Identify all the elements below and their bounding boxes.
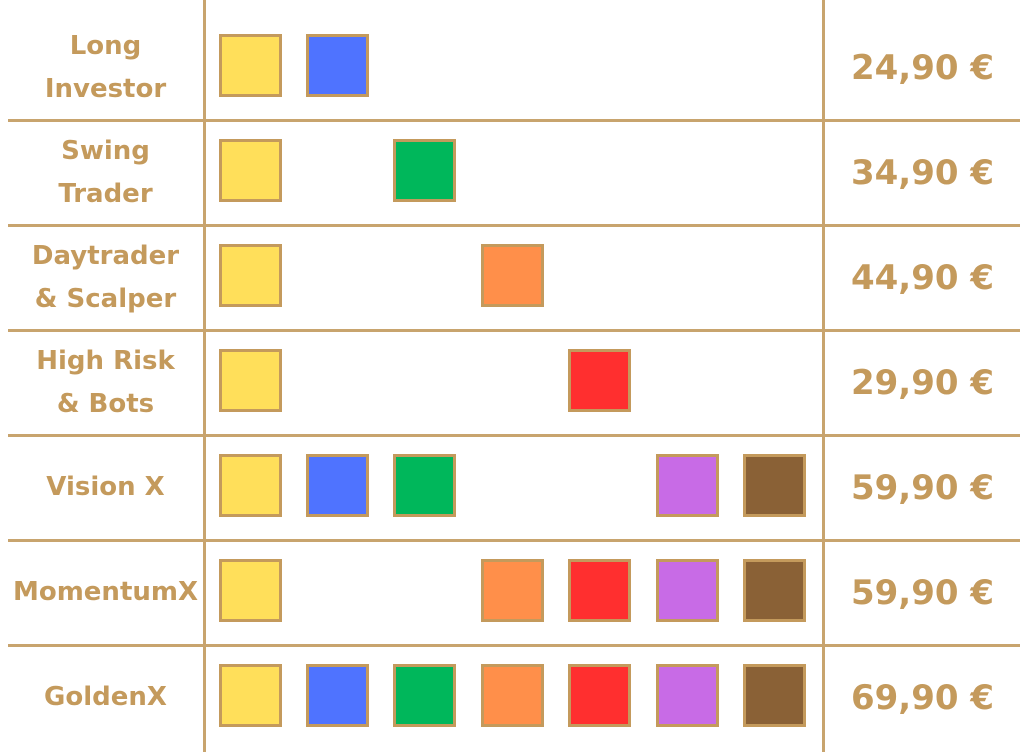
swatch-red [568, 664, 631, 727]
table-row: GoldenX 69,90 € [8, 645, 1020, 750]
plan-label: Long Investor [44, 30, 167, 104]
table-row: MomentumX 59,90 € [8, 540, 1020, 647]
swatch-blue [306, 34, 369, 97]
plan-price: 59,90 € [850, 467, 995, 508]
swatch-yellow [219, 349, 282, 412]
swatch-blue [306, 454, 369, 517]
swatch-orange [481, 244, 544, 307]
plan-price: 44,90 € [850, 257, 995, 298]
swatch-red [568, 559, 631, 622]
swatch-orange [481, 664, 544, 727]
plan-price: 24,90 € [850, 47, 995, 88]
swatch-purple [656, 454, 719, 517]
swatch-green [393, 454, 456, 517]
plan-label: Vision X [46, 472, 165, 502]
row-divider [8, 434, 1020, 437]
table-row: Long Investor 24,90 € [8, 15, 1020, 122]
row-divider [8, 644, 1020, 647]
plan-label: GoldenX [44, 682, 167, 712]
swatch-yellow [219, 454, 282, 517]
row-divider [8, 539, 1020, 542]
left-column-divider [203, 0, 206, 752]
swatch-red [568, 349, 631, 412]
right-column-divider [822, 0, 825, 752]
swatch-purple [656, 559, 719, 622]
swatch-brown [743, 559, 806, 622]
swatch-yellow [219, 34, 282, 97]
row-divider [8, 329, 1020, 332]
plan-label: Swing Trader [58, 135, 153, 209]
plan-price: 69,90 € [850, 677, 995, 718]
table-row: Vision X 59,90 € [8, 435, 1020, 542]
plan-price: 29,90 € [850, 362, 995, 403]
plan-label: MomentumX [12, 577, 199, 607]
swatch-brown [743, 454, 806, 517]
swatch-yellow [219, 244, 282, 307]
plan-price: 34,90 € [850, 152, 995, 193]
table-row: Swing Trader 34,90 € [8, 120, 1020, 227]
row-divider [8, 119, 1020, 122]
row-divider [8, 224, 1020, 227]
table-row: High Risk & Bots 29,90 € [8, 330, 1020, 437]
swatch-yellow [219, 664, 282, 727]
swatch-yellow [219, 559, 282, 622]
swatch-orange [481, 559, 544, 622]
table-row: Daytrader & Scalper 44,90 € [8, 225, 1020, 332]
swatch-blue [306, 664, 369, 727]
plan-label: Daytrader & Scalper [31, 240, 180, 314]
swatch-yellow [219, 139, 282, 202]
plan-price: 59,90 € [850, 572, 995, 613]
plan-label: High Risk & Bots [36, 345, 175, 419]
swatch-brown [743, 664, 806, 727]
swatch-green [393, 139, 456, 202]
swatch-purple [656, 664, 719, 727]
swatch-green [393, 664, 456, 727]
